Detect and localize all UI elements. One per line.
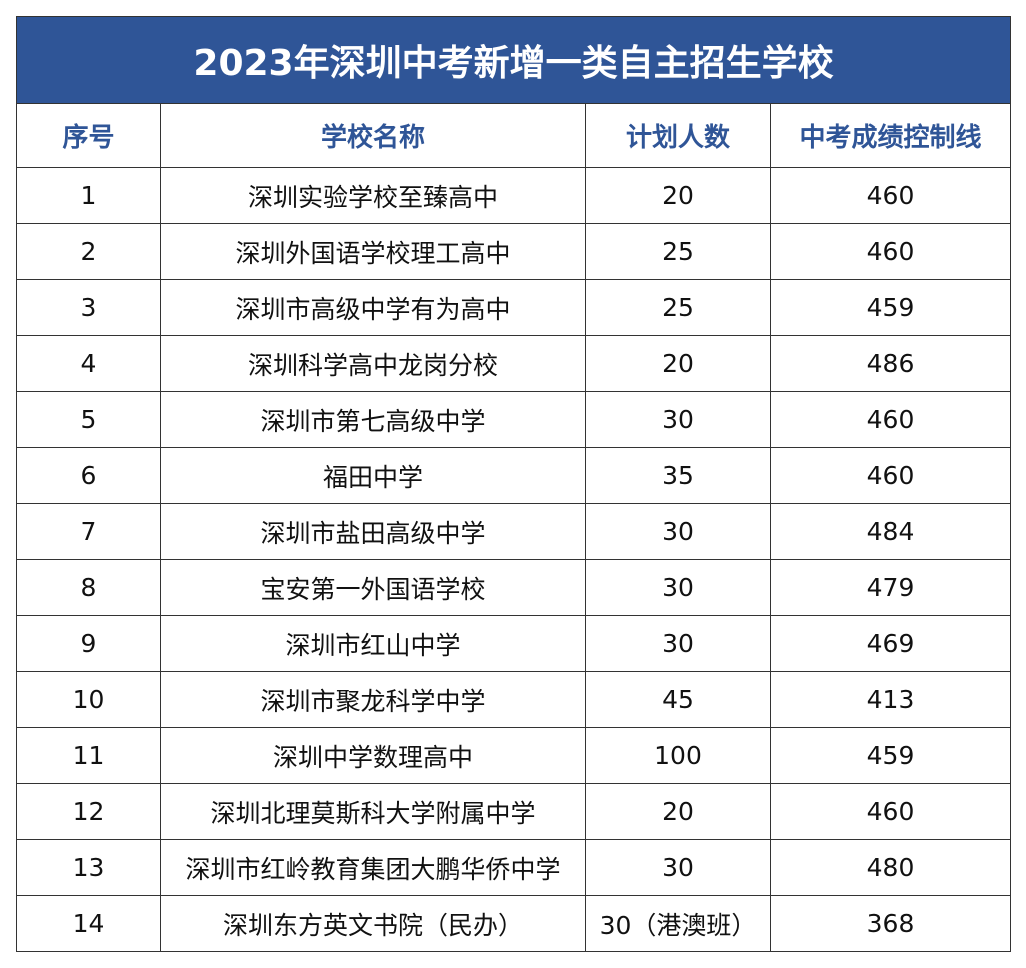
table-cell: 深圳科学高中龙岗分校	[160, 335, 586, 392]
table-cell: 459	[769, 727, 1012, 784]
column-header: 序号	[16, 103, 161, 168]
table-cell: 深圳市盐田高级中学	[160, 503, 586, 560]
table-cell: 30（港澳班）	[585, 895, 771, 952]
table-cell: 484	[769, 503, 1012, 560]
header-row: 序号 学校名称 计划人数 中考成绩控制线	[16, 103, 1012, 168]
data-row: 14 深圳东方英文书院（民办） 30（港澳班） 368	[16, 895, 1012, 952]
table-cell: 1	[16, 167, 161, 224]
table: 2023年深圳中考新增一类自主招生学校 序号 学校名称 计划人数 中考成绩控制线 1 深圳…	[15, 16, 1012, 952]
table-cell: 深圳市聚龙科学中学	[160, 671, 586, 728]
table-cell: 35	[585, 447, 771, 504]
table-cell: 459	[769, 279, 1012, 336]
table-cell: 469	[769, 615, 1012, 672]
table-cell: 3	[16, 279, 161, 336]
table-cell: 7	[16, 503, 161, 560]
table-cell: 11	[16, 727, 161, 784]
table-cell: 368	[769, 895, 1012, 952]
data-row: 10 深圳市聚龙科学中学 45 413	[16, 671, 1012, 728]
data-row: 12 深圳北理莫斯科大学附属中学 20 460	[16, 783, 1012, 840]
table-cell: 20	[585, 167, 771, 224]
table-cell: 深圳市红岭教育集团大鹏华侨中学	[160, 839, 586, 896]
table-cell: 25	[585, 223, 771, 280]
table-cell: 8	[16, 559, 161, 616]
table-cell: 25	[585, 279, 771, 336]
table-cell: 深圳外国语学校理工高中	[160, 223, 586, 280]
table-cell: 9	[16, 615, 161, 672]
table-cell: 460	[769, 167, 1012, 224]
table-container: 2023年深圳中考新增一类自主招生学校 序号 学校名称 计划人数 中考成绩控制线 1 深圳…	[15, 16, 1012, 952]
column-header: 中考成绩控制线	[769, 103, 1012, 168]
table-cell: 20	[585, 783, 771, 840]
table-cell: 2	[16, 223, 161, 280]
table-cell: 460	[769, 783, 1012, 840]
data-row: 11 深圳中学数理高中 100 459	[16, 727, 1012, 784]
table-cell: 20	[585, 335, 771, 392]
table-cell: 460	[769, 447, 1012, 504]
table-cell: 深圳市红山中学	[160, 615, 586, 672]
table-cell: 13	[16, 839, 161, 896]
table-cell: 福田中学	[160, 447, 586, 504]
table-cell: 30	[585, 839, 771, 896]
data-row: 8 宝安第一外国语学校 30 479	[16, 559, 1012, 616]
table-cell: 30	[585, 503, 771, 560]
table-cell: 深圳市第七高级中学	[160, 391, 586, 448]
table-cell: 深圳中学数理高中	[160, 727, 586, 784]
data-row: 1 深圳实验学校至臻高中 20 460	[16, 167, 1012, 224]
data-row: 7 深圳市盐田高级中学 30 484	[16, 503, 1012, 560]
table-cell: 深圳实验学校至臻高中	[160, 167, 586, 224]
title-row: 2023年深圳中考新增一类自主招生学校	[15, 16, 1012, 104]
data-row: 13 深圳市红岭教育集团大鹏华侨中学 30 480	[16, 839, 1012, 896]
table-cell: 460	[769, 391, 1012, 448]
table-title: 2023年深圳中考新增一类自主招生学校	[15, 16, 1012, 104]
data-row: 5 深圳市第七高级中学 30 460	[16, 391, 1012, 448]
table-cell: 460	[769, 223, 1012, 280]
table-cell: 30	[585, 559, 771, 616]
table-cell: 30	[585, 391, 771, 448]
data-row: 4 深圳科学高中龙岗分校 20 486	[16, 335, 1012, 392]
table-cell: 480	[769, 839, 1012, 896]
table-cell: 10	[16, 671, 161, 728]
table-cell: 30	[585, 615, 771, 672]
table-cell: 深圳市高级中学有为高中	[160, 279, 586, 336]
table-body: 2023年深圳中考新增一类自主招生学校 序号 学校名称 计划人数 中考成绩控制线 1 深圳…	[15, 16, 1012, 952]
table-cell: 深圳北理莫斯科大学附属中学	[160, 783, 586, 840]
column-header: 学校名称	[160, 103, 586, 168]
table-cell: 413	[769, 671, 1012, 728]
table-cell: 100	[585, 727, 771, 784]
data-row: 3 深圳市高级中学有为高中 25 459	[16, 279, 1012, 336]
table-cell: 45	[585, 671, 771, 728]
table-cell: 4	[16, 335, 161, 392]
table-cell: 12	[16, 783, 161, 840]
table-cell: 6	[16, 447, 161, 504]
table-cell: 486	[769, 335, 1012, 392]
table-cell: 宝安第一外国语学校	[160, 559, 586, 616]
data-row: 9 深圳市红山中学 30 469	[16, 615, 1012, 672]
table-cell: 479	[769, 559, 1012, 616]
table-cell: 深圳东方英文书院（民办）	[160, 895, 586, 952]
data-row: 2 深圳外国语学校理工高中 25 460	[16, 223, 1012, 280]
data-row: 6 福田中学 35 460	[16, 447, 1012, 504]
column-header: 计划人数	[585, 103, 771, 168]
table-cell: 14	[16, 895, 161, 952]
table-cell: 5	[16, 391, 161, 448]
